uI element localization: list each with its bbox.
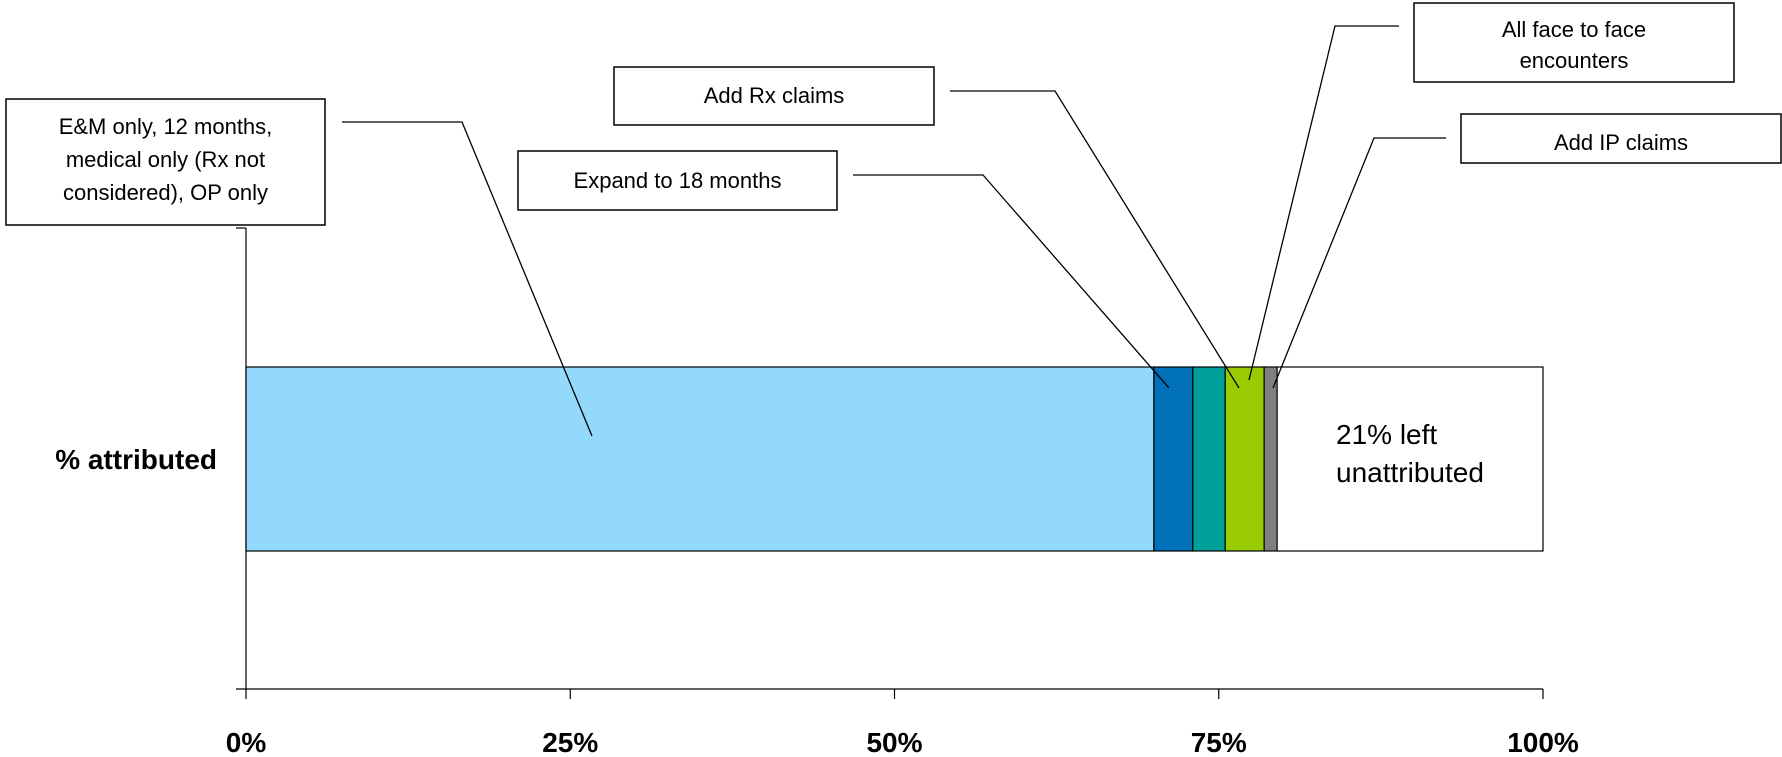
callout-label: E&M only, 12 months, medical only (Rx not…	[59, 114, 273, 205]
callout-label: Add Rx claims	[704, 83, 845, 108]
callout-label-line: Add Rx claims	[704, 83, 845, 108]
callout-box	[517, 150, 838, 211]
bar-segment	[1224, 366, 1265, 552]
callout-leader-line	[853, 174, 1170, 389]
remainder-label-line: unattributed	[1336, 457, 1484, 488]
remainder-label-line: 21% left	[1336, 419, 1437, 450]
callout-label: Add IP claims	[1554, 130, 1688, 155]
bar-segment	[245, 366, 1155, 552]
callout-box	[1413, 2, 1735, 83]
x-tick-label: 0%	[226, 727, 267, 757]
x-tick-label: 75%	[1191, 727, 1247, 757]
callout-box	[1460, 113, 1782, 164]
x-tick-label: 25%	[542, 727, 598, 757]
callout-box	[5, 98, 326, 226]
callout-label-line: E&M only, 12 months,	[59, 114, 273, 139]
callout-label-line: considered), OP only	[63, 180, 268, 205]
callout-box	[613, 66, 935, 126]
callout-label: Expand to 18 months	[574, 168, 782, 193]
x-tick-label: 100%	[1507, 727, 1579, 757]
bar-segment-remainder	[1276, 366, 1544, 552]
callout-label: All face to face encounters	[1502, 17, 1646, 73]
callout-leader-line	[1248, 25, 1399, 381]
callout-leader-line	[950, 90, 1240, 389]
bar-segment	[1263, 366, 1278, 552]
callout-label-line: Add IP claims	[1554, 130, 1688, 155]
category-label: % attributed	[55, 444, 217, 475]
callout-label-line: medical only (Rx not	[66, 147, 265, 172]
x-tick-label: 50%	[866, 727, 922, 757]
callout-label-line: All face to face	[1502, 17, 1646, 42]
callout-label-line: encounters	[1520, 48, 1629, 73]
bar-segment	[1153, 366, 1194, 552]
bar-segment	[1192, 366, 1226, 552]
callout-label-line: Expand to 18 months	[574, 168, 782, 193]
callout-leader-line	[1272, 137, 1446, 389]
callout-leader-line	[342, 121, 593, 437]
remainder-label: 21% left unattributed	[1336, 419, 1484, 488]
